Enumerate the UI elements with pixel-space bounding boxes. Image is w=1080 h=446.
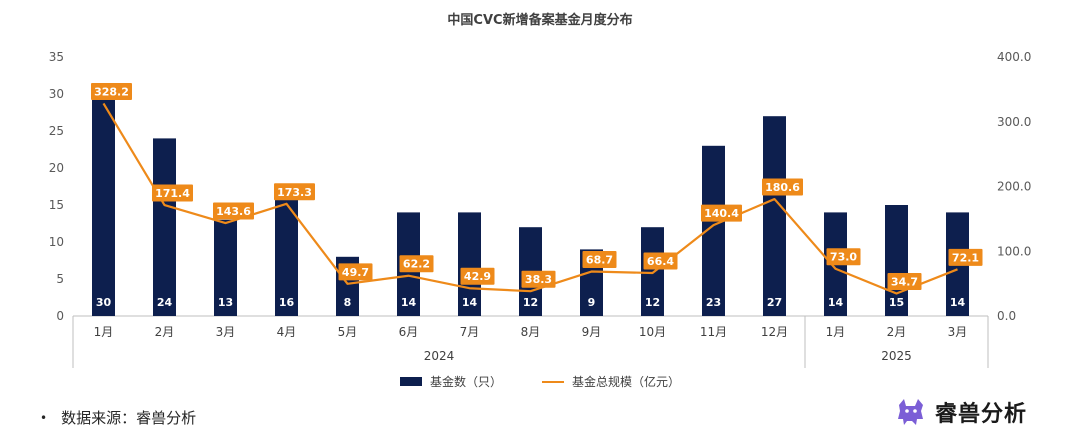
y-right-tick-label: 0.0 [997, 309, 1016, 323]
x-group-label: 2025 [881, 349, 912, 363]
line-value-label: 38.3 [525, 273, 552, 286]
line-value-label: 49.7 [342, 266, 369, 279]
line-label-box [152, 184, 193, 202]
line-value-label: 140.4 [704, 207, 739, 220]
bar-value-label: 13 [218, 296, 233, 309]
x-tick-label: 1月 [94, 325, 114, 339]
chart-legend: 基金数（只） 基金总规模（亿元） [0, 373, 1080, 390]
line-value-label: 180.6 [765, 181, 800, 194]
bar-value-label: 16 [279, 296, 295, 309]
y-left-tick-label: 0 [56, 309, 64, 323]
line-label-box [887, 273, 922, 291]
y-right-tick-label: 300.0 [997, 115, 1031, 129]
bar-value-label: 12 [523, 296, 538, 309]
y-right-tick-label: 400.0 [997, 50, 1031, 64]
line-label-box [460, 267, 495, 285]
brand-logo-icon [898, 399, 923, 425]
legend-swatch-bar [399, 377, 422, 386]
x-group-label: 2024 [424, 349, 455, 363]
bar-value-label: 23 [706, 296, 721, 309]
y-left-tick-label: 35 [49, 50, 64, 64]
data-source-note: • 数据来源：睿兽分析 [40, 407, 196, 428]
bar-value-label: 30 [96, 296, 112, 309]
legend-label-line: 基金总规模（亿元） [572, 375, 681, 389]
line-label-box [582, 251, 617, 269]
line-label-box [826, 248, 861, 266]
line-value-label: 62.2 [403, 258, 430, 271]
bullet-glyph: • [40, 410, 48, 425]
y-left-tick-label: 15 [49, 198, 64, 212]
bar [763, 116, 786, 316]
legend-item-line: 基金总规模（亿元） [542, 373, 680, 390]
x-tick-label: 9月 [582, 325, 602, 339]
bar-value-label: 14 [462, 296, 478, 309]
bar-value-label: 14 [401, 296, 417, 309]
x-tick-label: 8月 [521, 325, 541, 339]
x-tick-label: 11月 [700, 325, 727, 339]
line-value-label: 66.4 [647, 255, 674, 268]
x-tick-label: 4月 [277, 325, 297, 339]
legend-swatch-line [542, 380, 564, 383]
bar-value-label: 15 [889, 296, 904, 309]
line-label-box [399, 255, 434, 273]
y-right-tick-label: 200.0 [997, 180, 1031, 194]
y-left-tick-label: 20 [49, 161, 64, 175]
x-tick-label: 1月 [826, 325, 846, 339]
line-label-box [643, 252, 678, 270]
line-value-label: 72.1 [952, 251, 979, 264]
line-label-box [948, 248, 983, 266]
bar [458, 212, 481, 316]
legend-item-bar: 基金数（只） [399, 373, 502, 390]
x-tick-label: 10月 [639, 325, 666, 339]
bar-value-label: 8 [344, 296, 352, 309]
line-label-box [521, 270, 556, 288]
bar [214, 219, 237, 316]
bar [702, 145, 725, 316]
x-tick-label: 2月 [887, 325, 907, 339]
line-value-label: 171.4 [155, 187, 190, 200]
data-source-text: 数据来源：睿兽分析 [61, 409, 197, 427]
x-tick-label: 2月 [155, 325, 175, 339]
line-label-box [213, 202, 254, 220]
y-left-tick-label: 10 [49, 235, 64, 249]
line-label-box [701, 204, 742, 222]
bar [92, 94, 115, 316]
line-value-label: 143.6 [216, 205, 251, 218]
chart-title: 中国CVC新增备案基金月度分布 [447, 13, 633, 28]
y-left-tick-label: 5 [56, 272, 64, 286]
line-value-label: 173.3 [277, 186, 312, 199]
legend-label-bar: 基金数（只） [429, 375, 502, 389]
line-value-label: 73.0 [830, 251, 857, 264]
line-label-box [338, 263, 373, 281]
line-value-label: 328.2 [94, 85, 129, 98]
bar-value-label: 12 [645, 296, 660, 309]
x-tick-label: 5月 [338, 325, 358, 339]
x-tick-label: 3月 [216, 325, 236, 339]
x-tick-label: 3月 [948, 325, 968, 339]
bar [641, 227, 664, 316]
x-tick-label: 12月 [761, 325, 788, 339]
line-value-label: 68.7 [586, 254, 613, 267]
y-left-tick-label: 25 [49, 124, 64, 138]
bar-value-label: 14 [950, 296, 966, 309]
y-right-tick-label: 100.0 [997, 244, 1031, 258]
y-left-tick-label: 30 [49, 87, 64, 101]
x-tick-label: 6月 [399, 325, 419, 339]
line-label-box [274, 183, 315, 201]
x-tick-label: 7月 [460, 325, 480, 339]
line-label-box [91, 82, 132, 100]
bar-value-label: 9 [588, 296, 596, 309]
bar [153, 138, 176, 316]
bar-value-label: 24 [157, 296, 173, 309]
bar-value-label: 14 [828, 296, 844, 309]
brand-logo: 睿兽分析 [895, 396, 1027, 428]
line-value-label: 34.7 [891, 276, 918, 289]
bar-value-label: 27 [767, 296, 782, 309]
line-label-box [762, 178, 803, 196]
brand-logo-text: 睿兽分析 [935, 402, 1028, 427]
bar [275, 197, 298, 316]
line-value-label: 42.9 [464, 270, 491, 283]
